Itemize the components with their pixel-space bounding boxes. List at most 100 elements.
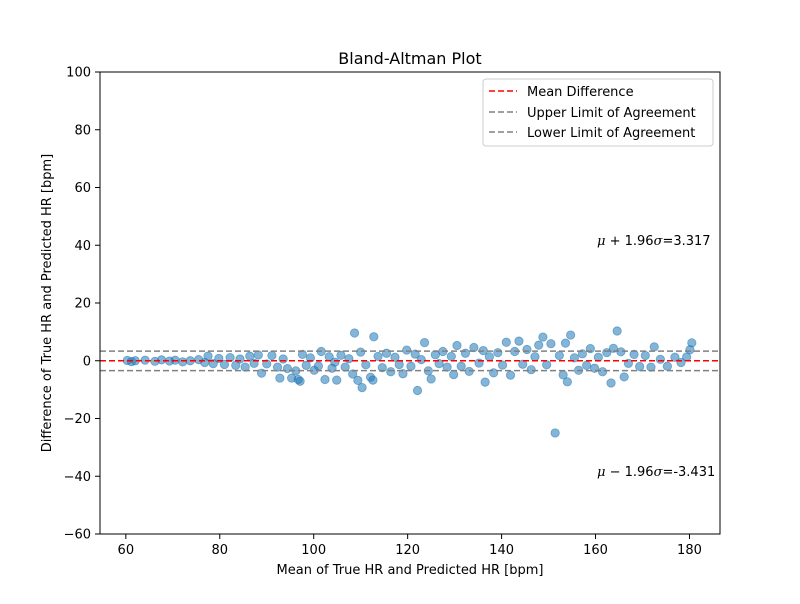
legend-label-upper-limit: Upper Limit of Agreement (527, 106, 696, 121)
data-point (416, 354, 426, 365)
data-point (320, 374, 330, 385)
data-point (348, 369, 358, 379)
data-point (356, 347, 366, 357)
y-tick-label: 80 (74, 123, 91, 138)
data-point (313, 361, 324, 371)
legend-box (482, 78, 714, 147)
upper-sigma: σ (654, 234, 664, 249)
lower-multiplier: − 1.96 (605, 465, 653, 480)
data-point (670, 352, 680, 362)
data-point (526, 365, 536, 375)
data-point (566, 330, 576, 340)
y-tick-label: 0 (83, 354, 91, 369)
legend: Mean Difference Upper Limit of Agreement… (482, 78, 714, 147)
y-tick-label: 60 (74, 181, 91, 196)
lower-mu: μ (597, 465, 605, 480)
data-point (377, 363, 387, 373)
data-point (369, 332, 379, 342)
data-point (582, 360, 592, 370)
data-point (456, 361, 466, 371)
x-tick-label: 160 (583, 543, 608, 558)
data-point (452, 340, 462, 351)
y-tick-label: −60 (64, 528, 91, 543)
data-point (484, 352, 494, 362)
data-point (381, 348, 392, 358)
data-point (253, 350, 263, 360)
upper-mu: μ (597, 234, 605, 249)
data-point (685, 345, 695, 355)
y-tick-label: 40 (74, 239, 91, 254)
data-point (449, 370, 459, 380)
data-point (203, 351, 213, 361)
data-point (390, 352, 400, 362)
data-point (480, 377, 490, 387)
x-axis-ticks: 60 80 100 120 140 160 180 (118, 534, 702, 558)
lower-limit-annotation: μ − 1.96σ=-3.431 (597, 465, 715, 480)
y-axis-ticks: −60 −40 −20 0 20 40 60 80 100 (64, 66, 100, 543)
data-point (612, 326, 622, 336)
data-point (538, 332, 548, 342)
lower-sigma: σ (654, 465, 664, 480)
data-point (295, 376, 305, 386)
data-point (655, 354, 665, 364)
data-point (569, 353, 579, 363)
y-tick-label: 100 (66, 66, 91, 81)
data-point (297, 349, 308, 359)
data-point (344, 354, 354, 364)
data-point (597, 367, 608, 377)
x-tick-label: 120 (395, 543, 420, 558)
data-point (419, 337, 430, 348)
data-point (606, 378, 616, 388)
y-tick-label: −40 (64, 470, 91, 485)
data-point (272, 362, 283, 372)
data-point (394, 359, 404, 370)
data-point (554, 350, 564, 361)
data-point (522, 344, 532, 355)
data-point (546, 339, 556, 349)
data-point (275, 373, 285, 383)
upper-limit-annotation-text: μ + 1.96σ=3.317 (597, 234, 711, 249)
data-point (373, 351, 383, 362)
x-tick-label: 100 (301, 543, 326, 558)
x-tick-label: 60 (118, 543, 135, 558)
legend-label-lower-limit: Lower Limit of Agreement (527, 126, 695, 141)
data-point (619, 372, 629, 382)
data-point (386, 367, 396, 377)
data-point (497, 360, 508, 370)
data-point (278, 354, 288, 364)
data-point (518, 359, 528, 369)
data-point (208, 359, 218, 369)
legend-label-mean-difference: Mean Difference (527, 85, 634, 100)
data-point (562, 377, 572, 387)
upper-value: =3.317 (662, 234, 710, 249)
y-tick-label: 20 (74, 297, 91, 312)
data-point (406, 361, 416, 371)
reference-lines (100, 350, 720, 372)
y-tick-label: −20 (64, 412, 91, 427)
data-point (330, 357, 340, 367)
points-layer (122, 326, 697, 438)
lower-value: =-3.431 (662, 465, 715, 480)
data-point (662, 361, 672, 371)
data-point (542, 360, 552, 370)
x-tick-label: 80 (211, 543, 228, 558)
data-point (560, 338, 571, 348)
data-point (219, 359, 230, 370)
data-point (398, 369, 408, 379)
data-point (156, 355, 167, 365)
data-point (464, 366, 474, 377)
data-point (178, 357, 188, 367)
chart-title: Bland-Altman Plot (338, 49, 481, 68)
data-point (262, 359, 272, 369)
data-point (550, 428, 560, 438)
data-point (282, 363, 293, 374)
data-point (501, 337, 511, 347)
data-point (332, 375, 342, 385)
data-point (640, 350, 650, 361)
data-point (434, 359, 444, 369)
data-point (460, 348, 471, 358)
data-point (635, 361, 645, 372)
data-point (514, 336, 524, 346)
data-point (410, 349, 420, 359)
